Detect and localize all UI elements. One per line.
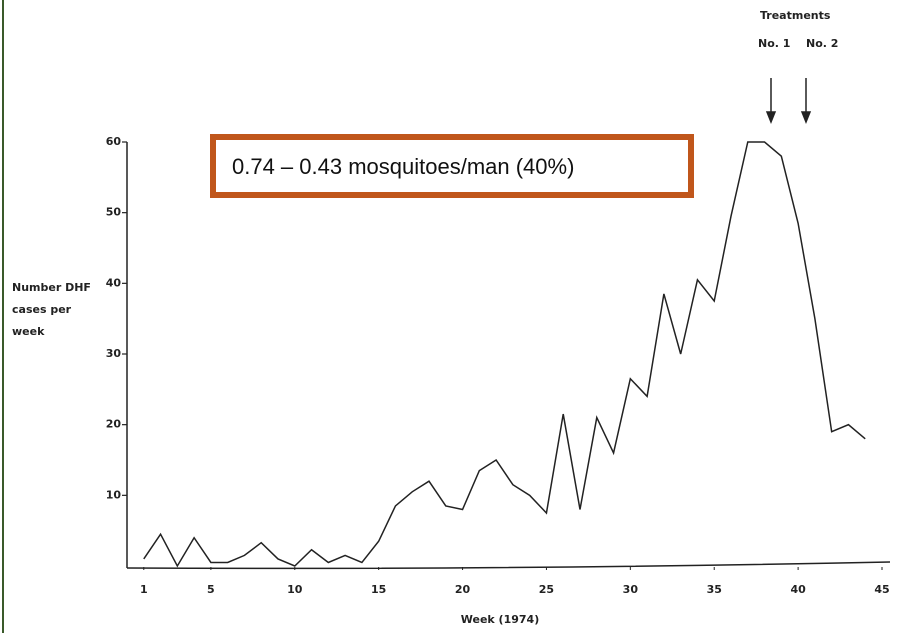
- x-tick-label: 20: [455, 583, 471, 596]
- treatment-label: No. 1: [758, 37, 790, 50]
- y-tick-label: 40: [106, 276, 122, 289]
- x-tick-label: 10: [287, 583, 303, 596]
- treatments-label: Treatments: [760, 9, 831, 22]
- annotation: 0.74 – 0.43 mosquitoes/man (40%): [232, 154, 574, 179]
- x-tick-label: 40: [790, 583, 806, 596]
- y-tick-label: 20: [106, 418, 122, 431]
- x-tick-label: 1: [140, 583, 148, 596]
- y-axis-label: cases per: [12, 303, 72, 316]
- x-tick-label: 15: [371, 583, 386, 596]
- x-tick-label: 5: [207, 583, 215, 596]
- y-tick-label: 10: [106, 488, 122, 501]
- arrows: [765, 78, 812, 125]
- x-tick-label: 30: [623, 583, 639, 596]
- y-tick-label: 30: [106, 347, 122, 360]
- x-tick-label: 45: [874, 583, 889, 596]
- treatment-label: No. 2: [806, 37, 838, 50]
- x-axis-label: Week (1974): [461, 613, 539, 626]
- y-axis-label: Number DHF: [12, 281, 91, 294]
- x-tick-label: 25: [539, 583, 554, 596]
- annotation-box: [210, 134, 694, 198]
- y-tick-label: 60: [106, 135, 122, 148]
- y-axis-label: week: [12, 325, 45, 338]
- x-tick-label: 35: [707, 583, 722, 596]
- data-line: [143, 141, 866, 568]
- y-tick-label: 50: [106, 206, 122, 219]
- x-axis: [126, 561, 891, 570]
